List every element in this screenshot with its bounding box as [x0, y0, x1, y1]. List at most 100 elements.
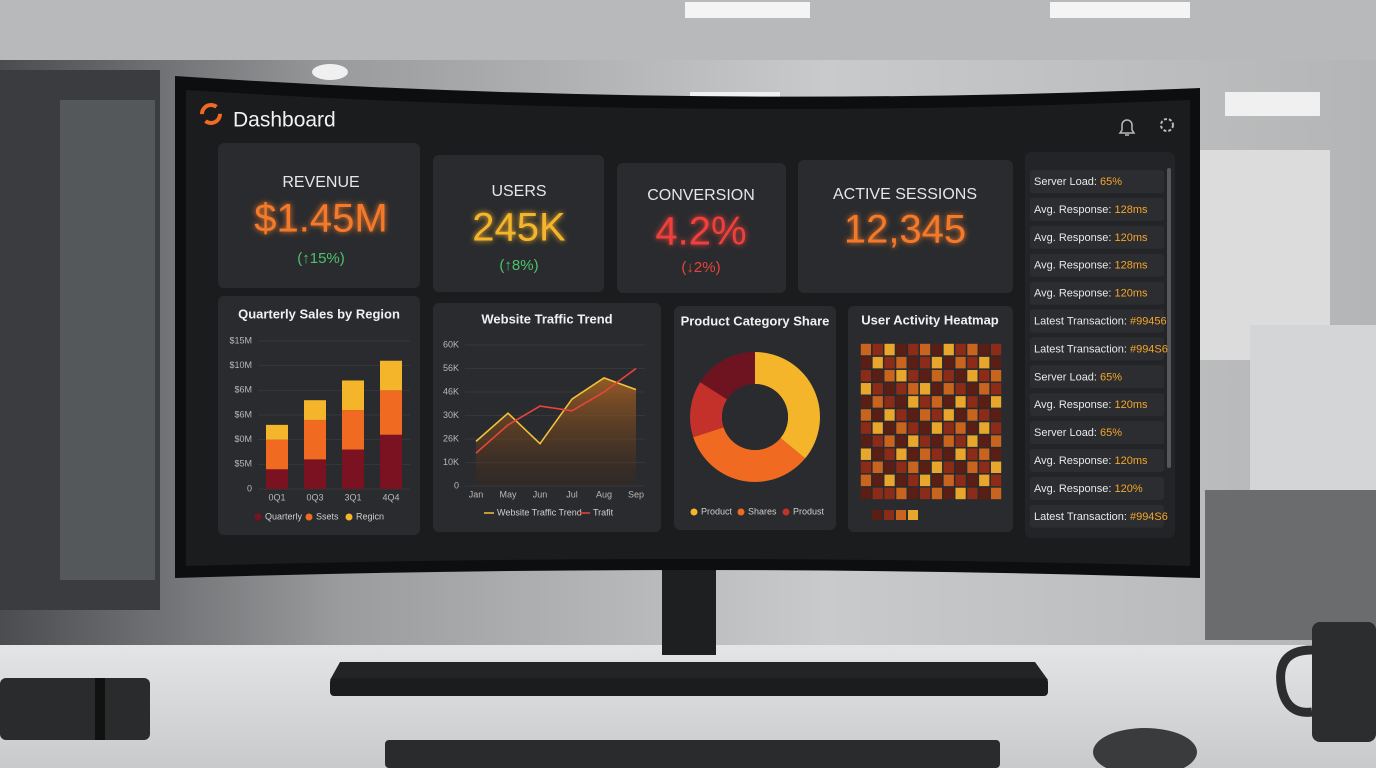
- heatmap-cell: [860, 422, 872, 434]
- heatmap-cell: [955, 487, 966, 500]
- log-item[interactable]: [1030, 504, 1164, 528]
- bell-icon[interactable]: [1118, 119, 1136, 136]
- x-tick-label: 3Q1: [344, 492, 361, 502]
- legend-label: Quarterly: [265, 511, 303, 521]
- legend-marker: [737, 508, 745, 516]
- bar-segment: [342, 449, 364, 489]
- log-text: Latest Transaction: #994S6: [1034, 511, 1168, 523]
- y-tick-label: 56K: [443, 363, 459, 373]
- legend-label: Shares: [748, 506, 777, 516]
- heatmap-cell: [990, 448, 1002, 460]
- heatmap-cell: [872, 369, 883, 382]
- log-item[interactable]: [1030, 225, 1164, 249]
- log-text: Avg. Response: 120%: [1034, 483, 1143, 495]
- heatmap-cell: [860, 435, 872, 447]
- heatmap-cell: [955, 474, 966, 487]
- log-value: 120ms: [1114, 232, 1148, 244]
- heatmap-cell: [967, 383, 978, 395]
- y-tick-label: 0: [247, 483, 252, 493]
- log-label: Latest Transaction:: [1034, 511, 1127, 523]
- legend-label: Produst: [793, 506, 825, 516]
- heatmap-cell: [967, 487, 978, 500]
- ceiling-light: [1225, 92, 1320, 116]
- log-item[interactable]: [1030, 309, 1164, 333]
- heatmap-cell: [979, 435, 990, 447]
- heatmap-cell: [908, 369, 919, 382]
- mouse: [1093, 728, 1197, 768]
- heatmap-cell: [943, 422, 954, 434]
- heatmap-cell: [896, 396, 907, 408]
- log-item[interactable]: [1030, 476, 1164, 500]
- heatmap-cell: [931, 487, 943, 500]
- heatmap-cell: [919, 356, 931, 369]
- heatmap-cell: [967, 448, 978, 460]
- legend-marker: [782, 508, 790, 516]
- log-item[interactable]: [1030, 365, 1164, 389]
- heatmap-cell: [919, 474, 931, 487]
- heatmap-cell: [943, 356, 954, 369]
- heatmap-cell: [919, 461, 931, 474]
- log-value: #994S6: [1130, 343, 1168, 355]
- heatmap-cell: [931, 435, 943, 447]
- y-tick-label: 30K: [443, 410, 459, 420]
- glass-pane: [60, 100, 155, 580]
- heatmap-cell: [931, 356, 943, 369]
- heatmap-cell: [908, 448, 919, 460]
- heatmap-cell: [955, 356, 966, 369]
- area: [476, 377, 636, 486]
- heatmap-cell: [967, 396, 978, 408]
- legend-swatch: [896, 510, 906, 520]
- heatmap-cell: [955, 409, 966, 421]
- heatmap-cell: [967, 369, 978, 382]
- heatmap-cell: [990, 487, 1002, 500]
- y-tick-label: $5M: [234, 459, 252, 469]
- log-item[interactable]: [1030, 170, 1164, 193]
- heatmap-cell: [990, 356, 1002, 369]
- chart-title: Website Traffic Trend: [481, 311, 612, 326]
- log-value: 128ms: [1114, 204, 1148, 216]
- log-item[interactable]: [1030, 449, 1164, 472]
- bar-segment: [266, 424, 288, 440]
- heatmap-cell: [955, 422, 966, 434]
- log-item[interactable]: [1030, 393, 1164, 417]
- heatmap-cell: [943, 474, 954, 487]
- legend-swatch: [884, 510, 894, 520]
- settings-icon[interactable]: [1160, 118, 1174, 132]
- kpi-label: ACTIVE SESSIONS: [833, 186, 977, 203]
- bar-segment: [304, 459, 326, 489]
- log-label: Avg. Response:: [1034, 260, 1111, 272]
- log-item[interactable]: [1030, 281, 1164, 305]
- log-text: Server Load: 65%: [1034, 427, 1122, 439]
- heatmap-cell: [990, 409, 1002, 421]
- heatmap-cell: [919, 383, 931, 395]
- log-item[interactable]: [1030, 421, 1164, 445]
- notebook-strap: [95, 678, 105, 740]
- heatmap-cell: [872, 409, 883, 421]
- heatmap-cell: [943, 487, 954, 500]
- y-tick-label: 60K: [443, 339, 459, 349]
- log-item[interactable]: [1030, 253, 1164, 277]
- log-label: Latest Transaction:: [1034, 343, 1127, 355]
- log-label: Server Load:: [1034, 427, 1097, 439]
- heatmap-cell: [872, 396, 883, 408]
- heatmap-cell: [908, 409, 919, 421]
- log-item[interactable]: [1030, 197, 1164, 221]
- heatmap-cell: [884, 369, 895, 382]
- heatmap-cell: [979, 461, 990, 474]
- heatmap-cell: [896, 487, 907, 500]
- heatmap-cell: [884, 461, 895, 474]
- heatmap-cell: [931, 448, 943, 460]
- heatmap-cell: [967, 435, 978, 447]
- heatmap-cell: [979, 474, 990, 487]
- heatmap-cell: [872, 356, 883, 369]
- pie-slice: [700, 352, 755, 400]
- log-item[interactable]: [1030, 337, 1164, 361]
- legend-marker: [345, 513, 353, 521]
- log-label: Avg. Response:: [1034, 455, 1111, 467]
- heatmap-cell: [860, 383, 872, 395]
- heatmap-cell: [967, 461, 978, 474]
- log-text: Server Load: 65%: [1034, 176, 1122, 188]
- heatmap-cell: [860, 487, 872, 500]
- scrollbar[interactable]: [1167, 168, 1171, 468]
